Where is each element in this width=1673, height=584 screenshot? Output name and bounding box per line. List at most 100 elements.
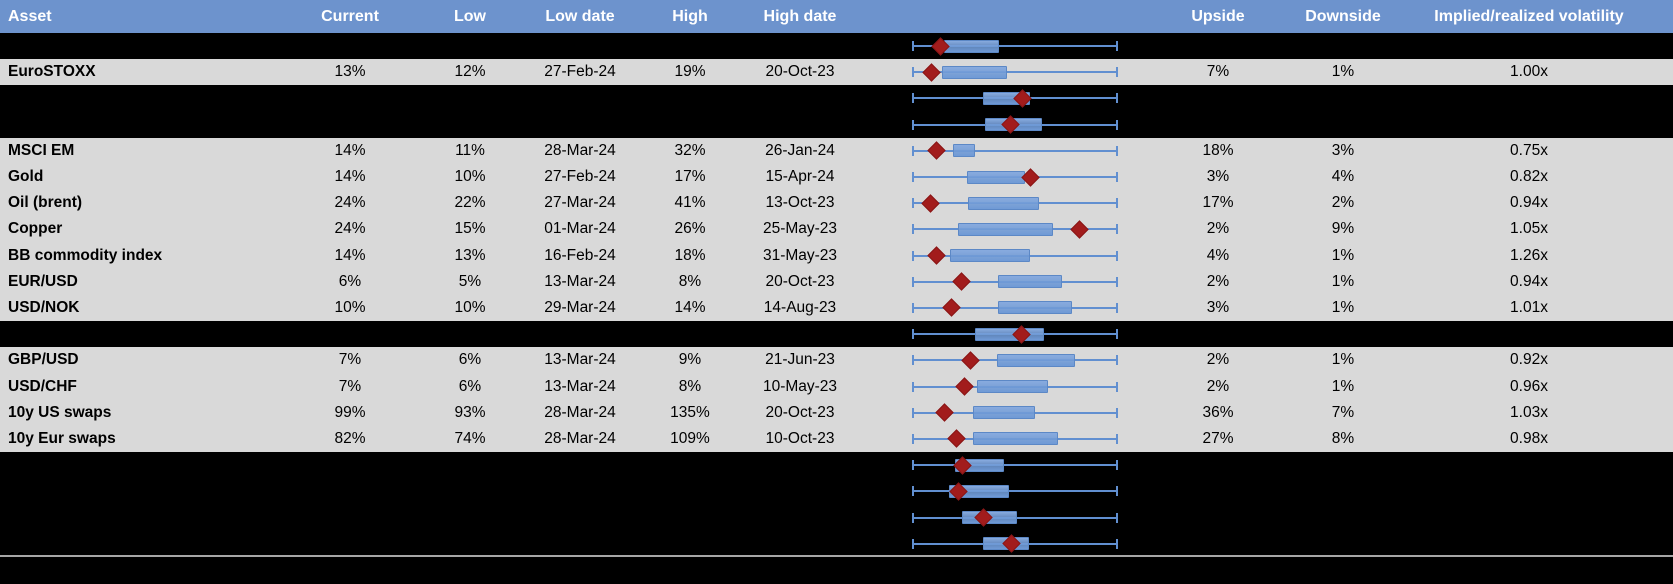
boxplot-box bbox=[998, 275, 1063, 289]
cell-current: 10% bbox=[334, 298, 366, 316]
whisker-high-cap bbox=[1116, 407, 1118, 418]
table-row bbox=[0, 111, 1673, 138]
cell-high: 41% bbox=[674, 194, 706, 212]
cell-high-date: 15-Apr-24 bbox=[765, 168, 835, 186]
current-marker-diamond bbox=[926, 246, 946, 265]
cell-upside: 2% bbox=[1206, 377, 1230, 395]
boxplot-box bbox=[973, 406, 1036, 420]
range-boxplot bbox=[0, 373, 1673, 399]
cell-low: 6% bbox=[458, 377, 482, 395]
whisker-low-cap bbox=[912, 119, 914, 130]
whisker-low-cap bbox=[912, 302, 914, 313]
cell-low: 15% bbox=[454, 220, 486, 238]
cell-current: 14% bbox=[334, 141, 366, 159]
cell-high-date: 21-Jun-23 bbox=[765, 351, 835, 369]
cell-current: 99% bbox=[334, 403, 366, 421]
cell-current: 14% bbox=[334, 246, 366, 264]
whisker-high-cap bbox=[1116, 355, 1118, 366]
range-boxplot bbox=[0, 426, 1673, 452]
column-header-low-date: Low date bbox=[545, 8, 615, 25]
whisker-high-cap bbox=[1116, 119, 1118, 130]
whisker-high-cap bbox=[1116, 145, 1118, 156]
table-row: EUR/USD 6% 5% 13-Mar-24 8% 20-Oct-23 2% … bbox=[0, 268, 1673, 295]
whisker-low-cap bbox=[912, 224, 914, 235]
range-boxplot bbox=[0, 531, 1673, 557]
whisker-low-cap bbox=[912, 355, 914, 366]
table-row: Gold 14% 10% 27-Feb-24 17% 15-Apr-24 3% … bbox=[0, 163, 1673, 191]
cell-low-date: 27-Mar-24 bbox=[544, 194, 616, 212]
current-marker-diamond bbox=[922, 63, 941, 82]
cell-asset-name: Gold bbox=[8, 168, 44, 186]
cell-upside: 3% bbox=[1206, 298, 1230, 316]
table-row bbox=[0, 478, 1673, 505]
cell-downside: 9% bbox=[1331, 220, 1355, 238]
cell-high-date: 31-May-23 bbox=[762, 246, 838, 264]
cell-current: 7% bbox=[338, 377, 362, 395]
column-header-upside: Upside bbox=[1191, 8, 1245, 25]
table-row: 10y Eur swaps 82% 74% 28-Mar-24 109% 10-… bbox=[0, 425, 1673, 453]
column-header-high: High bbox=[672, 8, 708, 25]
cell-low-date bbox=[510, 557, 650, 583]
column-header-implied-realized-volatility: Implied/realized volatility bbox=[1434, 8, 1624, 25]
range-boxplot bbox=[0, 321, 1673, 347]
cell-high-date: 20-Oct-23 bbox=[765, 403, 835, 421]
cell-downside: 2% bbox=[1331, 194, 1355, 212]
table-row bbox=[0, 85, 1673, 112]
cell-current: 13% bbox=[334, 63, 366, 81]
table-row: EuroSTOXX 13% 12% 27-Feb-24 19% 20-Oct-2… bbox=[0, 59, 1673, 86]
cell-low: 10% bbox=[454, 168, 486, 186]
cell-current: 82% bbox=[334, 429, 366, 447]
cell-downside: 3% bbox=[1331, 141, 1355, 159]
cell-downside: 1% bbox=[1331, 272, 1355, 290]
range-boxplot bbox=[0, 33, 1673, 59]
cell-current: 6% bbox=[338, 272, 362, 290]
current-marker-diamond bbox=[942, 298, 962, 318]
cell-high: 109% bbox=[670, 429, 710, 447]
whisker-high-cap bbox=[1116, 172, 1118, 183]
whisker-low-cap bbox=[912, 41, 914, 52]
cell-low-date: 28-Mar-24 bbox=[544, 141, 616, 159]
cell-implied-realized-volatility: 0.75x bbox=[1510, 141, 1548, 159]
column-header-asset: Asset bbox=[8, 8, 52, 25]
whisker-high-cap bbox=[1116, 329, 1118, 340]
column-header-low: Low bbox=[454, 8, 486, 25]
range-boxplot bbox=[0, 452, 1673, 478]
cell-high-date: 13-Oct-23 bbox=[765, 194, 835, 212]
cell-downside: 1% bbox=[1331, 246, 1355, 264]
cell-high-date: 25-May-23 bbox=[762, 220, 838, 238]
range-boxplot bbox=[0, 478, 1673, 504]
cell-implied-realized-volatility: 0.94x bbox=[1510, 272, 1548, 290]
current-marker-diamond bbox=[921, 194, 940, 213]
range-boxplot bbox=[0, 138, 1673, 164]
table-row: Oil (brent) 24% 22% 27-Mar-24 41% 13-Oct… bbox=[0, 190, 1673, 217]
cell-implied-realized-volatility: 0.98x bbox=[1510, 429, 1548, 447]
cell-upside: 2% bbox=[1206, 220, 1230, 238]
cell-asset-name: EuroSTOXX bbox=[8, 63, 96, 81]
table-header-row: Asset Current Low Low date High High dat… bbox=[0, 0, 1673, 33]
range-boxplot bbox=[0, 347, 1673, 373]
whisker-low-cap bbox=[912, 512, 914, 523]
cell-upside: 17% bbox=[1202, 194, 1234, 212]
table-row bbox=[0, 504, 1673, 531]
whisker-line bbox=[913, 45, 1117, 48]
whisker-high-cap bbox=[1116, 512, 1118, 523]
cell-downside: 1% bbox=[1331, 377, 1355, 395]
cell-high: 32% bbox=[674, 141, 706, 159]
cell-implied-realized-volatility: 1.01x bbox=[1510, 298, 1548, 316]
whisker-low-cap bbox=[912, 381, 914, 392]
table-row bbox=[0, 452, 1673, 479]
cell-low-date: 13-Mar-24 bbox=[544, 272, 616, 290]
cell-low: 93% bbox=[454, 403, 486, 421]
cell-implied-realized-volatility: 1.05x bbox=[1510, 220, 1548, 238]
cell-upside: 2% bbox=[1206, 272, 1230, 290]
cell-implied-realized-volatility: 1.26x bbox=[1510, 246, 1548, 264]
cell-asset-name: Oil (brent) bbox=[8, 194, 83, 212]
current-marker-diamond bbox=[1070, 220, 1089, 239]
whisker-high-cap bbox=[1116, 433, 1118, 444]
range-boxplot bbox=[0, 504, 1673, 530]
range-boxplot bbox=[0, 295, 1673, 321]
whisker-high-cap bbox=[1116, 198, 1118, 209]
cell-low-date: 01-Mar-24 bbox=[544, 220, 616, 238]
cell-low-date: 27-Feb-24 bbox=[544, 63, 616, 81]
